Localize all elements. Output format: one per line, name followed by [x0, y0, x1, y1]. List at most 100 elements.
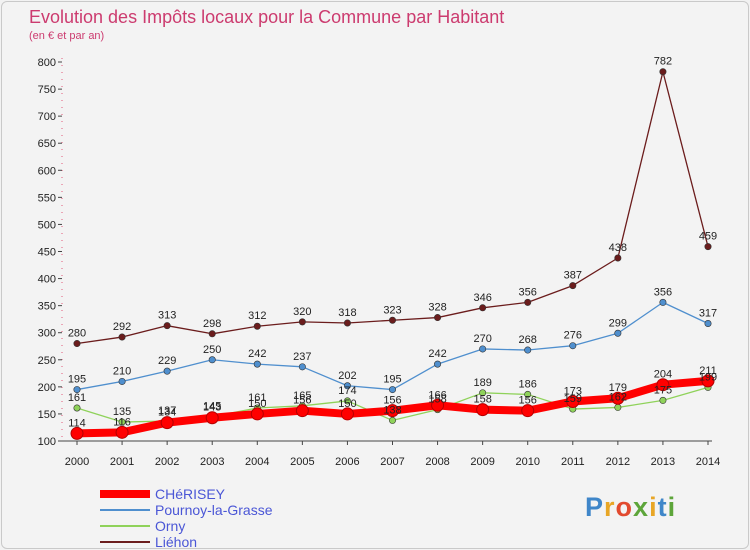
- chart-title: Evolution des Impôts locaux pour la Comm…: [29, 7, 505, 27]
- data-point: [205, 411, 219, 425]
- data-label: 299: [609, 317, 627, 329]
- data-point: [388, 316, 396, 324]
- data-label: 199: [699, 371, 717, 383]
- logo-letter: r: [604, 492, 616, 522]
- data-point: [160, 416, 174, 430]
- data-label: 150: [338, 398, 356, 410]
- data-label: 145: [203, 401, 221, 413]
- data-label: 114: [68, 417, 86, 429]
- data-point: [250, 407, 264, 421]
- data-label: 173: [564, 385, 582, 397]
- x-tick-label: 2010: [515, 456, 539, 468]
- data-point: [295, 404, 309, 418]
- x-tick-label: 2006: [335, 456, 359, 468]
- data-point: [611, 391, 625, 405]
- data-label: 242: [428, 348, 446, 360]
- data-label: 320: [293, 306, 311, 318]
- data-label: 356: [654, 286, 672, 298]
- x-tick-label: 2012: [606, 456, 630, 468]
- data-point: [343, 397, 351, 405]
- data-point: [388, 416, 396, 424]
- y-tick-label: 200: [38, 382, 56, 394]
- legend-label: Pournoy-la-Grasse: [155, 502, 273, 518]
- legend-swatch: [100, 525, 150, 527]
- data-label: 346: [473, 292, 491, 304]
- data-label: 159: [564, 393, 582, 405]
- logo-letter: o: [615, 492, 634, 522]
- y-tick-label: 450: [38, 247, 56, 259]
- data-label: 195: [68, 374, 86, 386]
- data-point: [253, 322, 261, 330]
- data-point: [479, 304, 487, 312]
- data-label: 156: [383, 395, 401, 407]
- data-label: 328: [428, 302, 446, 314]
- y-tick-label: 650: [38, 138, 56, 150]
- data-label: 116: [113, 416, 131, 428]
- data-label: 356: [519, 286, 537, 298]
- data-point: [569, 282, 577, 290]
- legend-swatch: [100, 509, 150, 511]
- data-label: 229: [158, 355, 176, 367]
- data-point: [118, 377, 126, 385]
- data-point: [524, 298, 532, 306]
- legend-label: Orny: [155, 518, 186, 534]
- data-point: [298, 363, 306, 371]
- legend-swatch: [100, 490, 150, 498]
- x-tick-label: 2002: [155, 456, 179, 468]
- data-label: 150: [248, 398, 266, 410]
- data-point: [614, 403, 622, 411]
- data-label: 204: [654, 369, 672, 381]
- legend-label: CHéRISEY: [155, 486, 226, 502]
- data-point: [566, 394, 580, 408]
- data-label: 143: [203, 402, 221, 414]
- data-point: [656, 378, 670, 392]
- data-point: [659, 68, 667, 76]
- data-point: [163, 322, 171, 330]
- data-point: [614, 254, 622, 262]
- data-label: 189: [473, 377, 491, 389]
- data-label: 312: [248, 310, 266, 322]
- data-label: 174: [338, 385, 356, 397]
- data-label: 237: [293, 351, 311, 363]
- data-point: [521, 404, 535, 418]
- data-label: 292: [113, 321, 131, 333]
- data-point: [298, 318, 306, 326]
- data-label: 186: [519, 378, 537, 390]
- data-point: [476, 403, 490, 417]
- data-point: [524, 346, 532, 354]
- data-point: [118, 418, 126, 426]
- data-label: 268: [519, 334, 537, 346]
- y-tick-label: 600: [38, 165, 56, 177]
- x-tick-label: 2008: [425, 456, 449, 468]
- data-point: [340, 407, 354, 421]
- data-label: 158: [473, 394, 491, 406]
- y-tick-label: 300: [38, 328, 56, 340]
- data-point: [431, 398, 445, 412]
- data-label: 161: [248, 392, 266, 404]
- series-line-li-hon: [76, 71, 709, 345]
- y-tick-label: 100: [38, 436, 56, 448]
- data-label: 323: [383, 304, 401, 316]
- data-label: 298: [203, 318, 221, 330]
- y-tick-label: 250: [38, 355, 56, 367]
- data-point: [704, 320, 712, 328]
- data-label: 317: [699, 308, 717, 320]
- y-tick-label: 350: [38, 301, 56, 313]
- x-tick-label: 2013: [651, 456, 675, 468]
- data-label: 179: [609, 382, 627, 394]
- x-tick-label: 2004: [245, 456, 269, 468]
- y-tick-label: 400: [38, 274, 56, 286]
- x-tick-label: 2001: [110, 456, 134, 468]
- data-point: [115, 425, 129, 439]
- data-label: 162: [609, 391, 627, 403]
- data-point: [388, 386, 396, 394]
- y-tick-label: 500: [38, 219, 56, 231]
- data-point: [659, 298, 667, 306]
- data-label: 242: [248, 348, 266, 360]
- data-label: 387: [564, 270, 582, 282]
- data-label: 270: [473, 333, 491, 345]
- y-tick-label: 800: [38, 57, 56, 69]
- x-tick-label: 2009: [470, 456, 494, 468]
- data-label: 211: [699, 365, 717, 377]
